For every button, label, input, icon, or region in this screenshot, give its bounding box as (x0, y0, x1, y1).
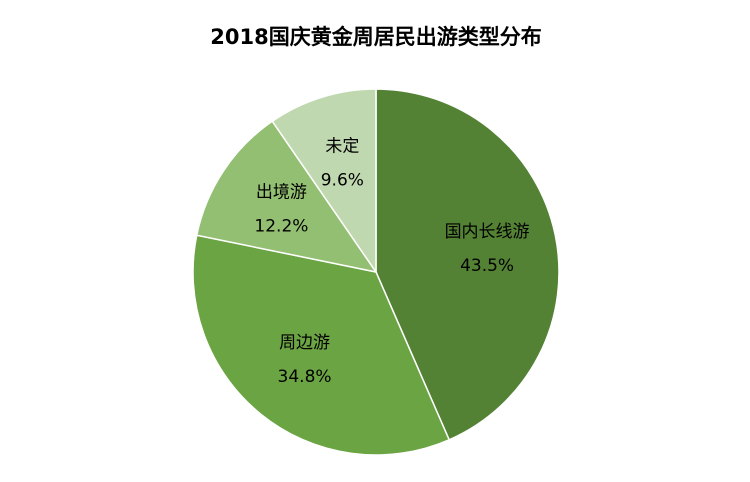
slice-value-label: 9.6% (321, 171, 364, 191)
chart-title: 2018国庆黄金周居民出游类型分布 (210, 25, 541, 49)
slice-label: 周边游 (279, 333, 330, 353)
slice-value-label: 43.5% (460, 256, 514, 276)
pie-slice (271, 88, 377, 275)
slice-label: 出境游 (256, 182, 307, 202)
slice-value-label: 34.8% (278, 367, 332, 387)
pie-slice (192, 234, 451, 456)
slice-label: 国内长线游 (445, 222, 530, 242)
slice-value-label: 12.2% (254, 216, 308, 236)
slice-label: 未定 (325, 137, 359, 157)
pie-slice (195, 120, 378, 274)
pie-slice (375, 88, 560, 441)
